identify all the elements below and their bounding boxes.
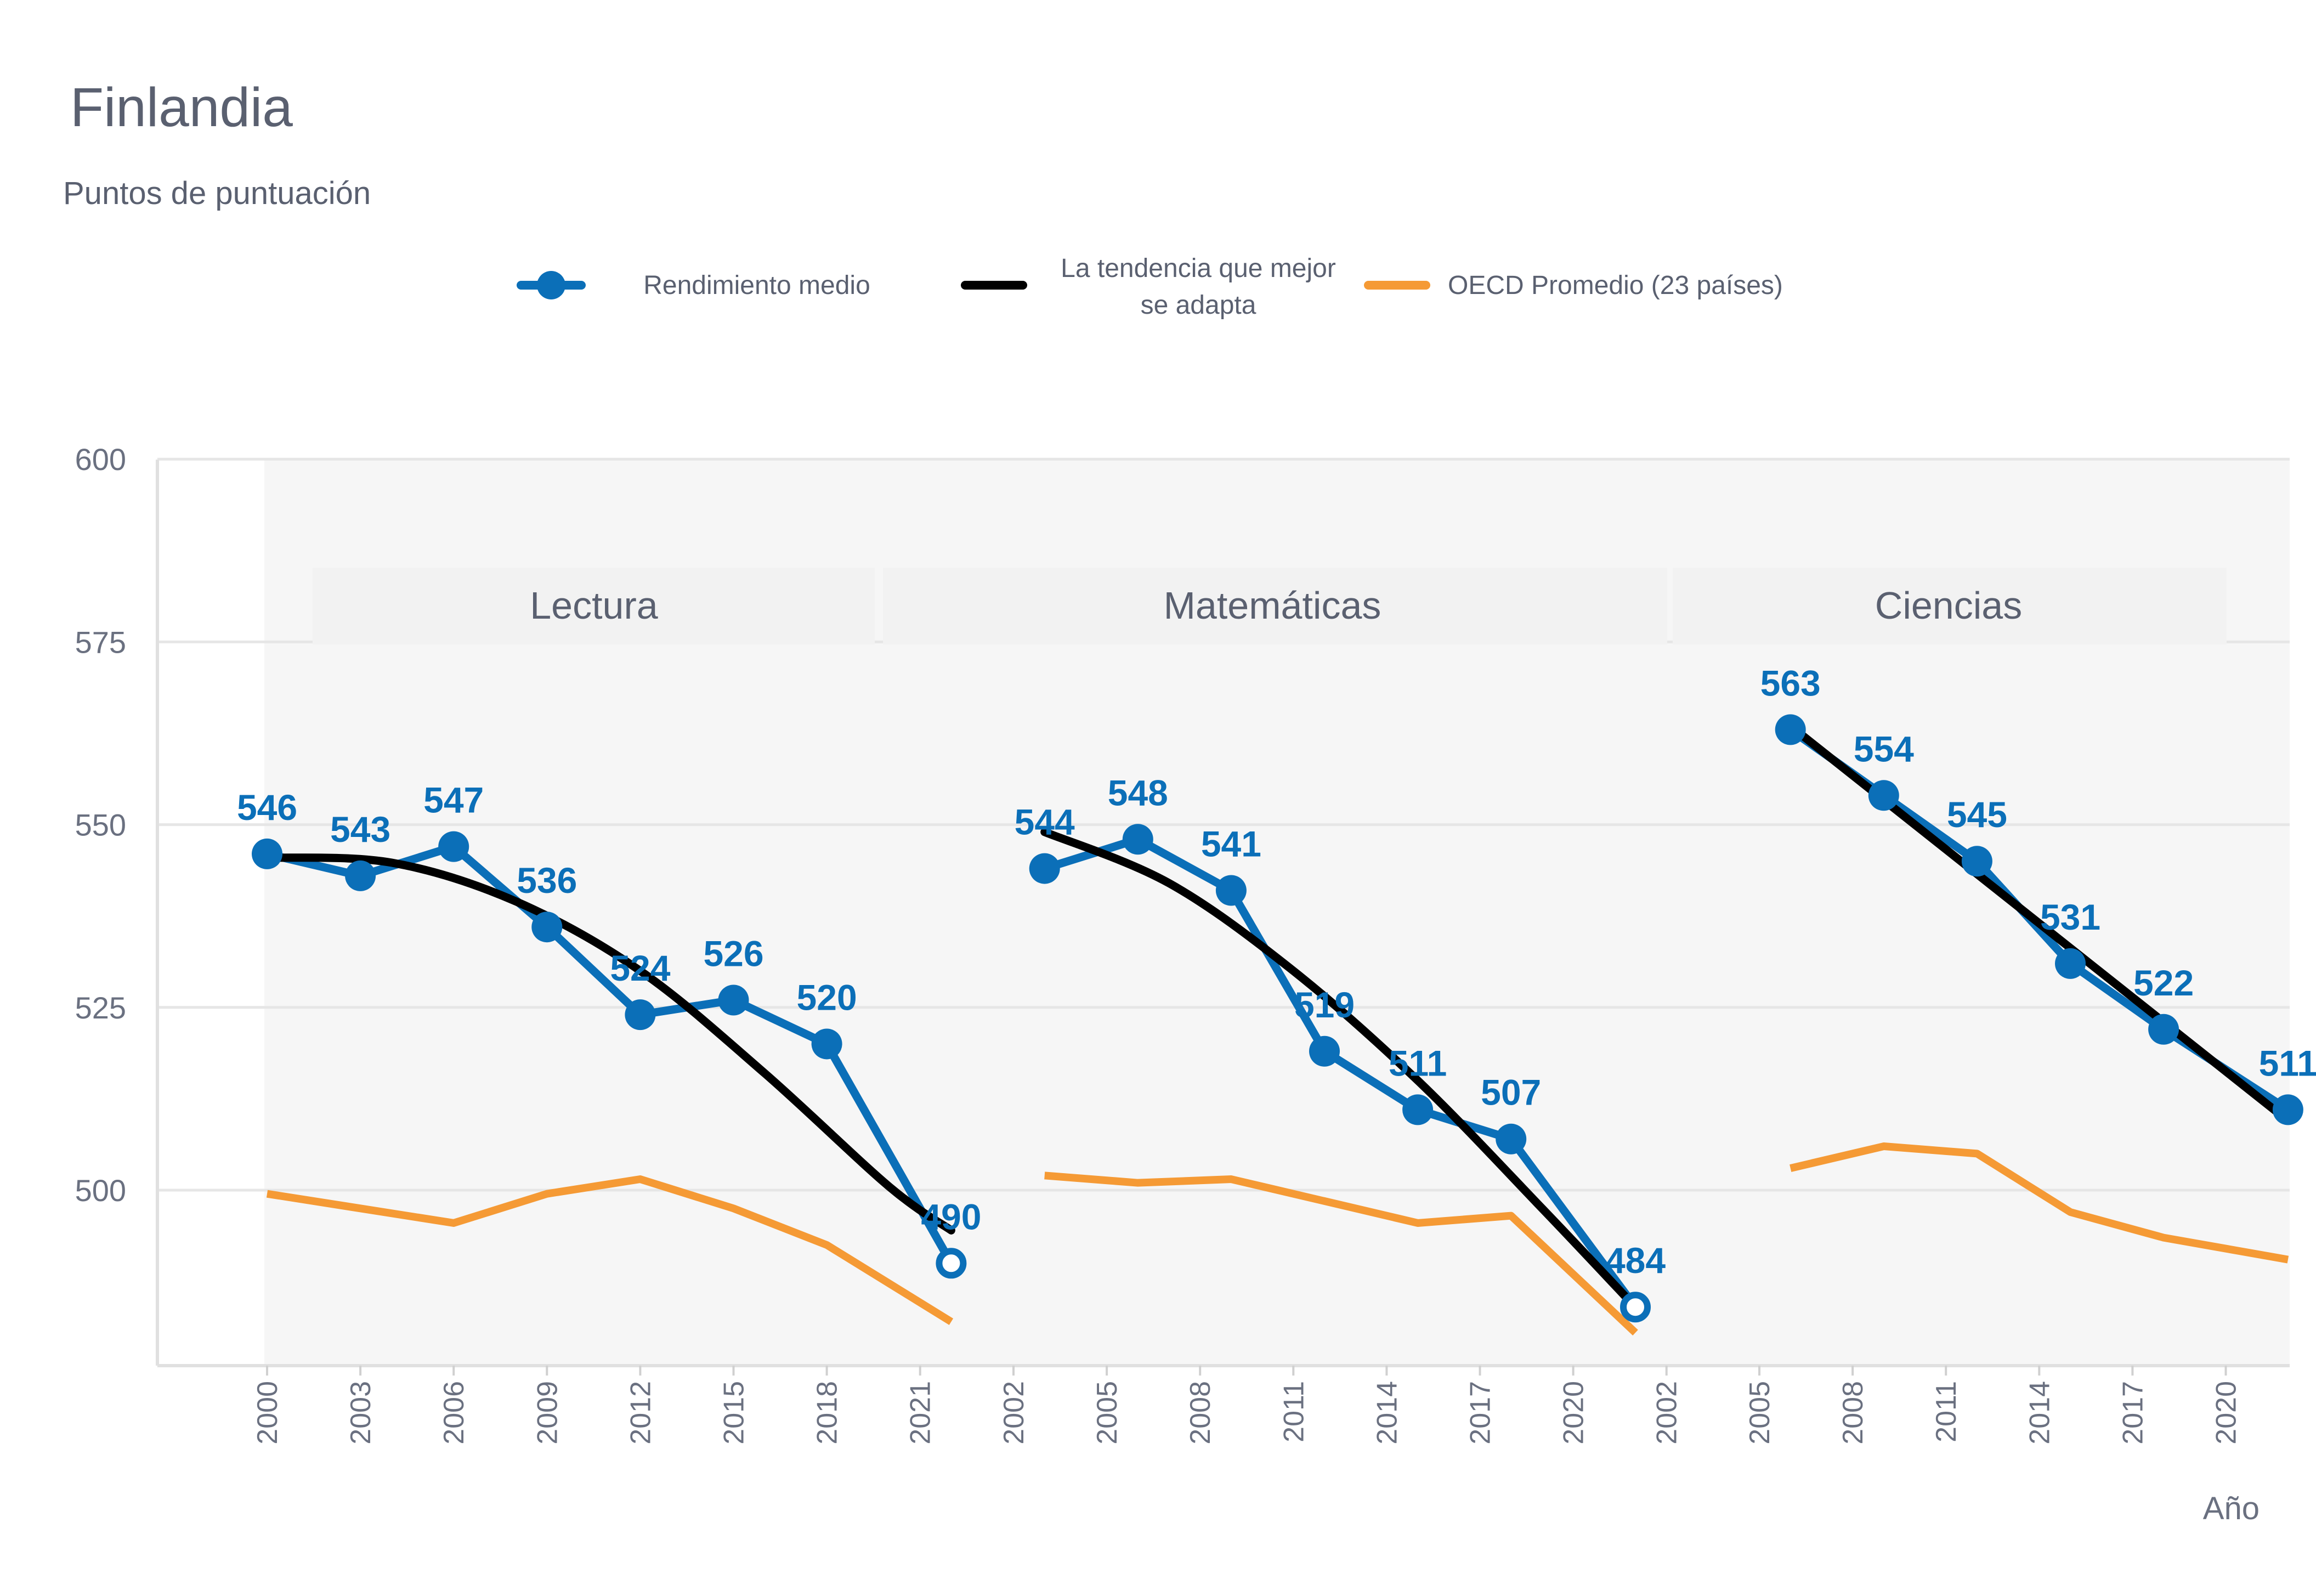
legend-label-mean: Rendimiento medio xyxy=(643,271,870,300)
axes: 500 525 550 575 600 xyxy=(75,442,2290,1367)
data-label: 511 xyxy=(1389,1043,1447,1083)
x-tick-label: 2002 xyxy=(998,1381,1030,1445)
data-label: 546 xyxy=(237,787,297,828)
mean-point xyxy=(625,999,656,1031)
mean-point xyxy=(1620,1292,1651,1323)
series-line-oecd xyxy=(1790,1142,2289,1264)
data-label: 547 xyxy=(423,780,484,820)
y-tick-label: 525 xyxy=(75,991,126,1025)
panel-title-strip xyxy=(1673,568,2227,644)
legend-label-trend-line1: La tendencia que mejor xyxy=(1061,254,1336,283)
mean-point xyxy=(1215,875,1247,906)
x-tick-label: 2002 xyxy=(1651,1381,1683,1445)
x-tick-label: 2011 xyxy=(1930,1381,1962,1442)
data-label: 511 xyxy=(2259,1043,2316,1083)
mean-point xyxy=(2055,948,2086,979)
data-label: 524 xyxy=(610,948,670,988)
mean-point xyxy=(438,831,469,862)
x-tick-label: 2008 xyxy=(1185,1381,1216,1445)
data-label: 563 xyxy=(1760,663,1821,703)
panel-title: Ciencias xyxy=(1875,584,2022,627)
mean-point xyxy=(1868,780,1899,811)
x-tick-label: 2020 xyxy=(1558,1381,1590,1445)
y-tick-label: 500 xyxy=(75,1173,126,1208)
data-label: 490 xyxy=(921,1196,981,1237)
panels: Lectura 2000 2003 2006 2009 2012 2015 2018 2021 5… xyxy=(237,568,2316,1445)
mean-point xyxy=(345,860,376,891)
mean-point xyxy=(1309,1035,1340,1067)
x-tick-label: 2012 xyxy=(625,1381,656,1445)
mean-point xyxy=(2148,1014,2179,1045)
x-tick-label: 2005 xyxy=(1091,1381,1123,1445)
x-tick-label: 2014 xyxy=(2024,1381,2055,1445)
data-label: 484 xyxy=(1605,1240,1666,1281)
mean-point xyxy=(1029,853,1060,884)
mean-point xyxy=(1961,846,1992,877)
chart-subtitle: Puntos de puntuación xyxy=(63,176,371,211)
panel-0: Lectura 2000 2003 2006 2009 2012 2015 2018 2021 5… xyxy=(237,568,981,1445)
x-tick-label: 2008 xyxy=(1837,1381,1869,1445)
panel-title: Matemáticas xyxy=(1164,584,1381,627)
data-label: 519 xyxy=(1294,984,1355,1025)
data-label: 554 xyxy=(1854,728,1914,769)
x-tick-label: 2003 xyxy=(345,1381,377,1445)
panel-title-strip xyxy=(883,568,1667,644)
legend-label-oecd: OECD Promedio (23 países) xyxy=(1448,271,1783,300)
data-label: 548 xyxy=(1108,772,1168,813)
data-label: 544 xyxy=(1015,802,1075,842)
x-tick-label: 2009 xyxy=(531,1381,563,1445)
data-label: 541 xyxy=(1201,824,1261,864)
panel-2: Ciencias 2005 2008 2011 2014 2017 2020 563 554 54… xyxy=(1673,568,2316,1445)
mean-point xyxy=(1496,1123,1527,1154)
mean-point xyxy=(936,1248,967,1279)
data-label: 522 xyxy=(2133,963,2194,1003)
panel-title-strip xyxy=(313,568,875,644)
data-label: 543 xyxy=(330,809,390,850)
y-tick-label: 575 xyxy=(75,625,126,659)
legend-marker-mean xyxy=(537,271,565,299)
x-tick-label: 2014 xyxy=(1371,1381,1403,1445)
mean-point xyxy=(531,912,563,943)
panel-title: Lectura xyxy=(530,584,658,627)
x-tick-label: 2005 xyxy=(1744,1381,1776,1445)
y-tick-label: 550 xyxy=(75,808,126,842)
data-label: 520 xyxy=(797,977,857,1017)
series-line-trend xyxy=(1040,828,1640,1311)
series-line-oecd xyxy=(266,1175,954,1325)
mean-point xyxy=(1122,824,1153,855)
y-tick-label: 600 xyxy=(75,442,126,477)
chart-title: Finlandia xyxy=(70,77,293,138)
mean-point xyxy=(252,838,282,869)
x-tick-label: 2017 xyxy=(2117,1381,2149,1445)
x-tick-label: 2020 xyxy=(2211,1381,2243,1445)
legend: Rendimiento medio La tendencia que mejor s… xyxy=(517,254,1783,320)
x-axis-title: Año xyxy=(2203,1491,2260,1526)
series-line-oecd xyxy=(1044,1171,1638,1335)
x-tick-label: 2018 xyxy=(812,1381,843,1445)
x-tick-label: 2006 xyxy=(438,1381,470,1445)
mean-point xyxy=(1402,1094,1434,1125)
mean-point xyxy=(718,984,749,1016)
legend-label-trend-line2: se adapta xyxy=(1141,291,1256,320)
data-label: 526 xyxy=(703,933,763,974)
series-line-mean xyxy=(266,842,955,1265)
x-tick-label: 2015 xyxy=(718,1381,750,1445)
data-label: 531 xyxy=(2040,897,2100,937)
mean-point xyxy=(2272,1094,2303,1125)
x-tick-label: 2021 xyxy=(905,1381,937,1445)
data-label: 545 xyxy=(1947,794,2007,835)
panel-1: Matemáticas 2002 2005 2008 2011 2014 2017 2020 2… xyxy=(883,568,1683,1445)
x-tick-label: 2011 xyxy=(1278,1381,1310,1442)
data-label: 536 xyxy=(517,860,577,901)
mean-point xyxy=(811,1028,842,1060)
series-line-trend xyxy=(263,853,955,1235)
x-tick-label: 2017 xyxy=(1465,1381,1497,1445)
mean-point xyxy=(1775,714,1806,745)
x-tick-label: 2000 xyxy=(252,1381,284,1445)
data-label: 507 xyxy=(1481,1072,1541,1113)
